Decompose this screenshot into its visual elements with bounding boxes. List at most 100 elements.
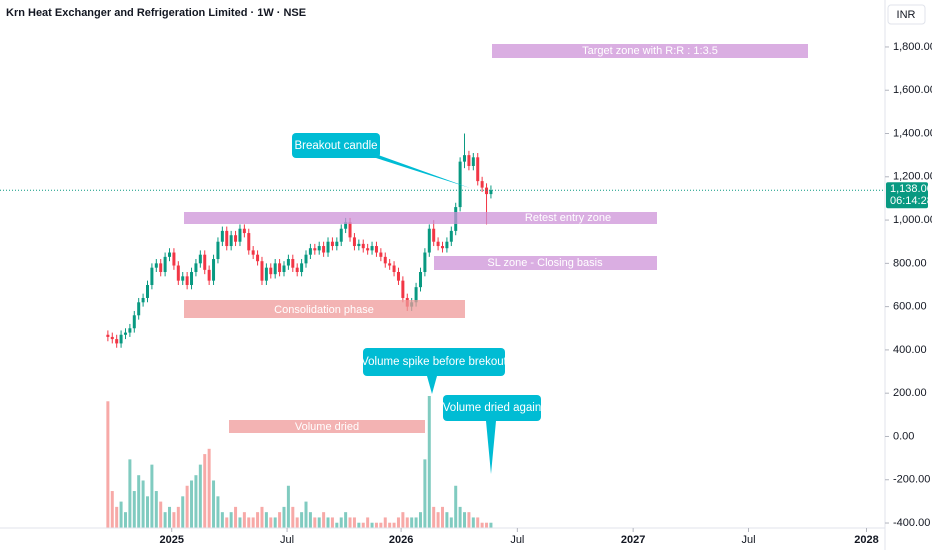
x-tick-label: 2026: [389, 534, 413, 546]
candle-body: [146, 284, 149, 298]
candle-body: [339, 228, 343, 242]
volume-bar: [339, 517, 343, 528]
volume-bar: [388, 522, 392, 528]
volume-bar: [273, 517, 277, 528]
volume-bar: [392, 522, 396, 528]
candle-body: [260, 261, 264, 281]
volume-bar: [247, 517, 251, 528]
volume-bar: [471, 517, 475, 528]
last-price-box: [886, 182, 928, 209]
candle-body: [401, 280, 405, 298]
candle-body: [441, 246, 444, 249]
currency-label: INR: [897, 9, 916, 21]
candle-body: [128, 328, 132, 333]
candle-body: [485, 187, 489, 195]
candle-body: [383, 256, 387, 264]
volume-bar: [432, 506, 436, 528]
candle-body: [269, 267, 273, 275]
candle-body: [234, 235, 238, 242]
volume-bar: [418, 512, 422, 528]
candle-body: [304, 254, 308, 264]
candle-body: [150, 267, 154, 285]
volume-bar: [317, 517, 321, 528]
volume-bar: [203, 454, 207, 528]
candle-body: [185, 276, 189, 285]
volume-bar: [159, 501, 163, 528]
volume-dried-again-callout: [443, 395, 541, 421]
volume-bar: [168, 506, 172, 528]
candle-body: [467, 155, 471, 166]
y-tick-label: 0.00: [893, 430, 914, 442]
volume-bar: [154, 491, 158, 528]
candle-body: [286, 259, 290, 266]
candle-body: [432, 228, 436, 242]
volume-dried-label: Volume dried: [295, 421, 359, 433]
volume-bar: [128, 459, 132, 528]
volume-bar: [172, 512, 176, 528]
y-tick-label: 1,200.00: [893, 171, 932, 183]
volume-bar: [344, 512, 348, 528]
volume-bar: [207, 448, 211, 528]
volume-bar: [216, 496, 220, 528]
candle-body: [471, 157, 475, 166]
volume-bar: [304, 501, 308, 528]
y-tick-label: 800.00: [893, 257, 927, 269]
candle-body: [379, 252, 383, 257]
volume-bar: [137, 475, 141, 528]
candle-body: [427, 228, 431, 253]
candle-body: [163, 256, 167, 273]
volume-bar: [282, 506, 286, 528]
sl-zone-label: SL zone - Closing basis: [487, 257, 603, 269]
currency-button[interactable]: [887, 4, 926, 25]
candle-body: [392, 265, 396, 273]
candle-body: [119, 334, 123, 344]
volume-bar: [242, 512, 246, 528]
candle-body: [463, 155, 467, 162]
volume-bar: [449, 517, 453, 528]
candle-body: [445, 241, 449, 249]
candle-body: [176, 265, 180, 281]
callout-pointer: [486, 421, 496, 474]
y-tick-label: 200.00: [893, 387, 927, 399]
volume-bar: [198, 464, 202, 528]
volume-bar: [383, 517, 387, 528]
candle-body: [449, 230, 453, 242]
candle-body: [313, 248, 317, 251]
candle-body: [115, 339, 119, 344]
candle-body: [366, 248, 370, 251]
volume-bar: [445, 512, 449, 528]
volume-bar: [264, 512, 268, 528]
candle-body: [212, 259, 216, 281]
y-tick-label: 400.00: [893, 344, 927, 356]
volume-bar: [485, 522, 489, 528]
volume-bar: [414, 517, 418, 528]
volume-bar: [410, 517, 414, 528]
consolidation-zone: [184, 300, 465, 318]
volume-bar: [322, 512, 326, 528]
candle-body: [489, 190, 493, 195]
candle-body: [436, 241, 440, 247]
volume-bar: [251, 517, 255, 528]
volume-bar: [176, 506, 180, 528]
volume-bar: [335, 522, 339, 528]
volume-dried-zone: [229, 420, 425, 433]
candle-body: [278, 263, 282, 273]
target-zone: [492, 44, 808, 58]
breakout-label: Breakout candle: [294, 140, 377, 152]
candle-body: [137, 302, 141, 316]
candle-body: [168, 252, 172, 257]
volume-bar: [326, 517, 330, 528]
candle-body: [238, 228, 242, 242]
volume-bar: [220, 512, 224, 528]
volume-bar: [361, 522, 365, 528]
volume-bar: [141, 480, 145, 528]
candle-body: [190, 272, 194, 285]
candle-body: [370, 246, 374, 251]
volume-bar: [286, 485, 290, 528]
candle-body: [247, 233, 251, 251]
volume-bar: [379, 522, 383, 528]
candle-body: [256, 254, 260, 262]
volume-bar: [313, 517, 317, 528]
volume-bar: [146, 496, 149, 528]
volume-bar: [150, 464, 154, 528]
